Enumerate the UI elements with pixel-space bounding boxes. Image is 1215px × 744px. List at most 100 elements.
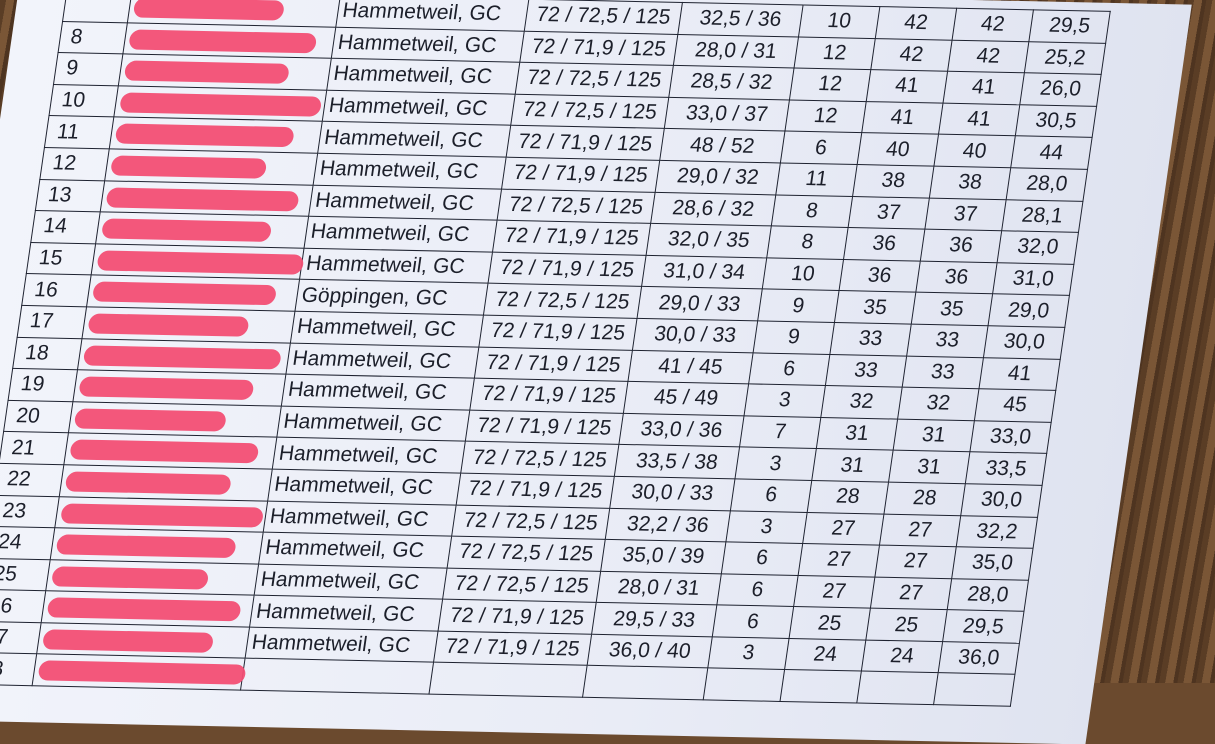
gross-points-cell (779, 669, 862, 704)
gross-points-cell: 41 (861, 101, 944, 135)
redaction-mark (100, 218, 273, 243)
redaction-mark (109, 155, 268, 179)
club-cell: Hammetweil, GC (308, 184, 502, 221)
course-handicap-cell: 6 (712, 605, 794, 639)
position-cell: 26 (0, 589, 46, 623)
course-rating-cell (428, 662, 588, 698)
gross-points-cell: 31 (811, 448, 894, 482)
course-handicap-cell: 12 (794, 36, 876, 70)
new-handicap-cell: 33,0 (969, 420, 1052, 454)
course-handicap-cell: 8 (766, 226, 849, 260)
gross-points-cell: 36 (843, 227, 925, 261)
handicap-cell: 28,5 / 32 (668, 65, 795, 100)
gross-points-cell: 33 (825, 354, 907, 388)
club-cell: Hammetweil, GC (254, 563, 448, 600)
new-handicap-cell: 36,0 (938, 641, 1020, 675)
course-rating-cell: 72 / 71,9 / 125 (474, 346, 633, 382)
handicap-cell: 32,0 / 35 (646, 223, 772, 258)
position-cell: 15 (26, 242, 96, 276)
redaction-mark (78, 376, 255, 401)
gross-points-cell: 27 (802, 511, 885, 546)
course-handicap-cell: 6 (716, 573, 799, 607)
course-handicap-cell: 8 (771, 194, 853, 228)
handicap-cell: 45 / 49 (623, 381, 749, 416)
gross-points-cell: 35 (834, 290, 916, 325)
handicap-cell: 48 / 52 (659, 128, 785, 163)
gross-points-cell: 38 (852, 164, 934, 198)
net-points-cell: 42 (947, 39, 1029, 73)
handicap-cell: 32,5 / 36 (677, 2, 804, 37)
new-handicap-cell: 33,5 (965, 452, 1047, 486)
redaction-mark (50, 566, 210, 590)
name-cell-redacted (91, 243, 305, 280)
course-rating-cell: 72 / 72,5 / 125 (460, 441, 619, 477)
course-rating-cell: 72 / 72,5 / 125 (524, 0, 683, 35)
new-handicap-cell: 26,0 (1019, 72, 1102, 107)
results-table: Hammetweil, GC 72 / 72,5 / 125 32,5 / 36 10… (0, 0, 1111, 707)
new-handicap-cell: 28,0 (947, 578, 1029, 612)
net-points-cell: 40 (933, 134, 1016, 168)
course-handicap-cell: 10 (762, 257, 844, 291)
course-handicap-cell: 3 (734, 447, 817, 481)
redaction-mark (128, 29, 318, 53)
name-cell-redacted (77, 338, 291, 375)
net-points-cell: 36 (915, 260, 998, 295)
course-handicap-cell: 3 (744, 384, 826, 418)
club-cell: Hammetweil, GC (326, 58, 520, 94)
course-handicap-cell: 6 (780, 131, 862, 165)
name-cell-redacted (113, 85, 327, 122)
net-points-cell: 27 (870, 576, 952, 610)
handicap-cell: 31,0 / 34 (641, 255, 767, 290)
redaction-mark (73, 408, 228, 432)
net-points-cell: 36 (920, 229, 1002, 263)
redaction-mark (41, 629, 215, 653)
position-cell: 11 (44, 115, 114, 149)
new-handicap-cell: 45 (974, 388, 1056, 423)
new-handicap-cell: 31,0 (992, 262, 1074, 296)
course-handicap-cell: 3 (725, 510, 808, 544)
name-cell-redacted (118, 54, 332, 91)
position-cell: 16 (21, 273, 92, 307)
handicap-cell: 41 / 45 (627, 349, 754, 385)
position-cell: 27 (0, 621, 42, 655)
redaction-mark (37, 660, 247, 686)
handicap-cell: 28,0 / 31 (673, 34, 799, 69)
gross-points-cell: 33 (829, 322, 912, 356)
new-handicap-cell: 30,0 (983, 325, 1065, 359)
course-handicap-cell: 6 (730, 478, 812, 512)
position-cell: 19 (8, 368, 78, 402)
redaction-mark (105, 186, 300, 212)
new-handicap-cell: 29,0 (988, 294, 1070, 328)
course-rating-cell: 72 / 71,9 / 125 (492, 220, 651, 256)
gross-points-cell: 31 (816, 417, 898, 451)
redaction-mark (119, 92, 323, 117)
gross-points-cell: 42 (870, 38, 953, 72)
gross-points-cell: 40 (857, 132, 939, 167)
course-rating-cell: 72 / 72,5 / 125 (510, 93, 669, 129)
course-handicap-cell: 11 (775, 162, 858, 197)
name-cell-redacted (109, 117, 323, 154)
net-points-cell: 28 (884, 481, 966, 516)
handicap-cell: 33,0 / 36 (618, 413, 745, 448)
new-handicap-cell: 30,0 (960, 483, 1043, 517)
name-cell-redacted (32, 654, 247, 691)
position-cell: 14 (30, 210, 101, 244)
redaction-mark (87, 313, 250, 337)
gross-points-cell: 24 (784, 638, 866, 672)
position-cell: 8 (58, 21, 128, 55)
gross-points-cell: 27 (798, 543, 880, 577)
course-handicap-cell: 7 (739, 415, 821, 449)
position-cell: 21 (0, 431, 69, 465)
position-cell: 20 (3, 400, 73, 434)
club-cell: Hammetweil, GC (258, 532, 452, 568)
net-points-cell: 37 (924, 197, 1007, 231)
redaction-mark (96, 250, 305, 275)
new-handicap-cell: 28,1 (1001, 199, 1083, 233)
club-cell: Hammetweil, GC (276, 405, 470, 442)
name-cell-redacted (36, 622, 250, 659)
redaction-mark (132, 0, 286, 21)
course-rating-cell: 72 / 72,5 / 125 (447, 536, 606, 571)
course-rating-cell: 72 / 71,9 / 125 (465, 409, 624, 445)
name-cell-redacted (59, 464, 273, 501)
